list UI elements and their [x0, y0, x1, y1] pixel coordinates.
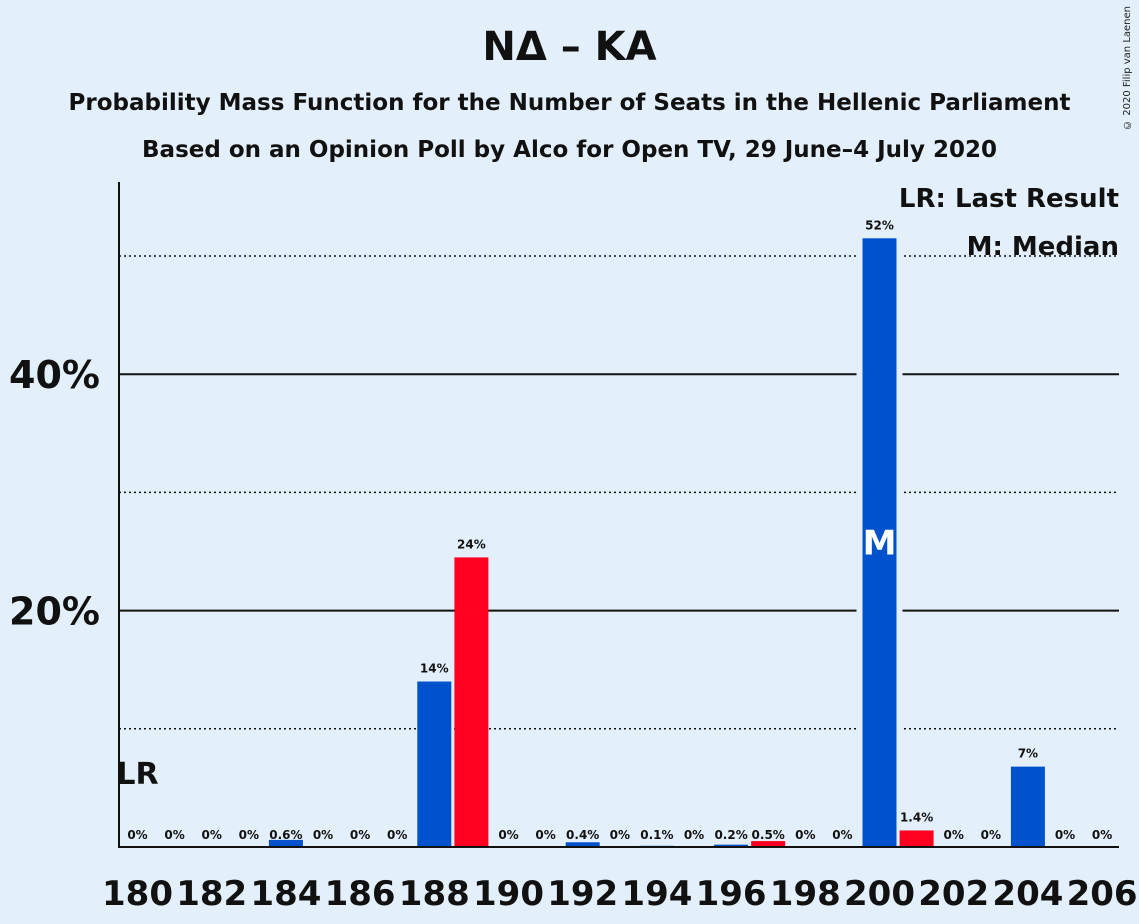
bar-196 [714, 844, 749, 847]
data-label-203: 0% [981, 828, 1001, 842]
data-label-205: 0% [1055, 828, 1075, 842]
data-label-198: 0% [795, 828, 815, 842]
data-label-185: 0% [313, 828, 333, 842]
bar-189 [454, 557, 489, 847]
x-tick-label: 188 [399, 874, 470, 914]
data-label-204: 7% [1018, 747, 1038, 761]
bar-188 [417, 681, 452, 847]
data-label-192: 0.4% [566, 828, 599, 842]
data-label-187: 0% [387, 828, 407, 842]
data-label-189: 24% [457, 537, 486, 551]
data-label-206: 0% [1092, 828, 1112, 842]
legend-median: M: Median [966, 232, 1119, 262]
data-label-200: 52% [865, 218, 894, 232]
x-tick-label: 190 [473, 874, 544, 914]
data-label-186: 0% [350, 828, 370, 842]
data-label-190: 0% [498, 828, 518, 842]
legend-last-result: LR: Last Result [898, 184, 1119, 214]
bar-184 [268, 839, 303, 847]
data-label-197: 0.5% [752, 828, 785, 842]
data-label-202: 0% [944, 828, 964, 842]
chart-title: ΝΔ – ΚΑ [482, 24, 657, 70]
data-label-194: 0.1% [640, 828, 673, 842]
x-tick-label: 194 [621, 874, 692, 914]
bar-200 [862, 238, 897, 847]
x-tick-label: 192 [547, 874, 618, 914]
data-label-180: 0% [127, 828, 147, 842]
bar-204 [1010, 766, 1045, 847]
y-tick-label: 20% [9, 590, 100, 634]
bar-197 [751, 841, 786, 847]
data-label-184: 0.6% [269, 828, 302, 842]
x-tick-label: 196 [696, 874, 767, 914]
x-tick-label: 186 [325, 874, 396, 914]
chart-source: Based on an Opinion Poll by Alco for Ope… [142, 137, 997, 163]
chart-subtitle: Probability Mass Function for the Number… [68, 90, 1071, 116]
x-tick-label: 200 [844, 874, 915, 914]
data-label-193: 0% [610, 828, 630, 842]
data-label-181: 0% [164, 828, 184, 842]
data-label-195: 0% [684, 828, 704, 842]
data-label-183: 0% [239, 828, 259, 842]
median-marker: M [863, 524, 897, 564]
data-label-191: 0% [535, 828, 555, 842]
data-label-188: 14% [420, 662, 449, 676]
x-tick-label: 206 [1067, 874, 1138, 914]
data-label-199: 0% [832, 828, 852, 842]
bar-201 [899, 830, 934, 847]
data-label-201: 1.4% [900, 810, 933, 824]
x-tick-label: 182 [176, 874, 247, 914]
x-tick-label: 204 [992, 874, 1063, 914]
x-tick-label: 180 [102, 874, 173, 914]
x-tick-label: 184 [250, 874, 321, 914]
x-tick-label: 202 [918, 874, 989, 914]
data-label-182: 0% [202, 828, 222, 842]
y-tick-label: 40% [9, 353, 100, 397]
x-tick-label: 198 [770, 874, 841, 914]
data-label-196: 0.2% [714, 828, 747, 842]
last-result-marker: LR [116, 757, 158, 792]
bar-192 [565, 842, 600, 847]
